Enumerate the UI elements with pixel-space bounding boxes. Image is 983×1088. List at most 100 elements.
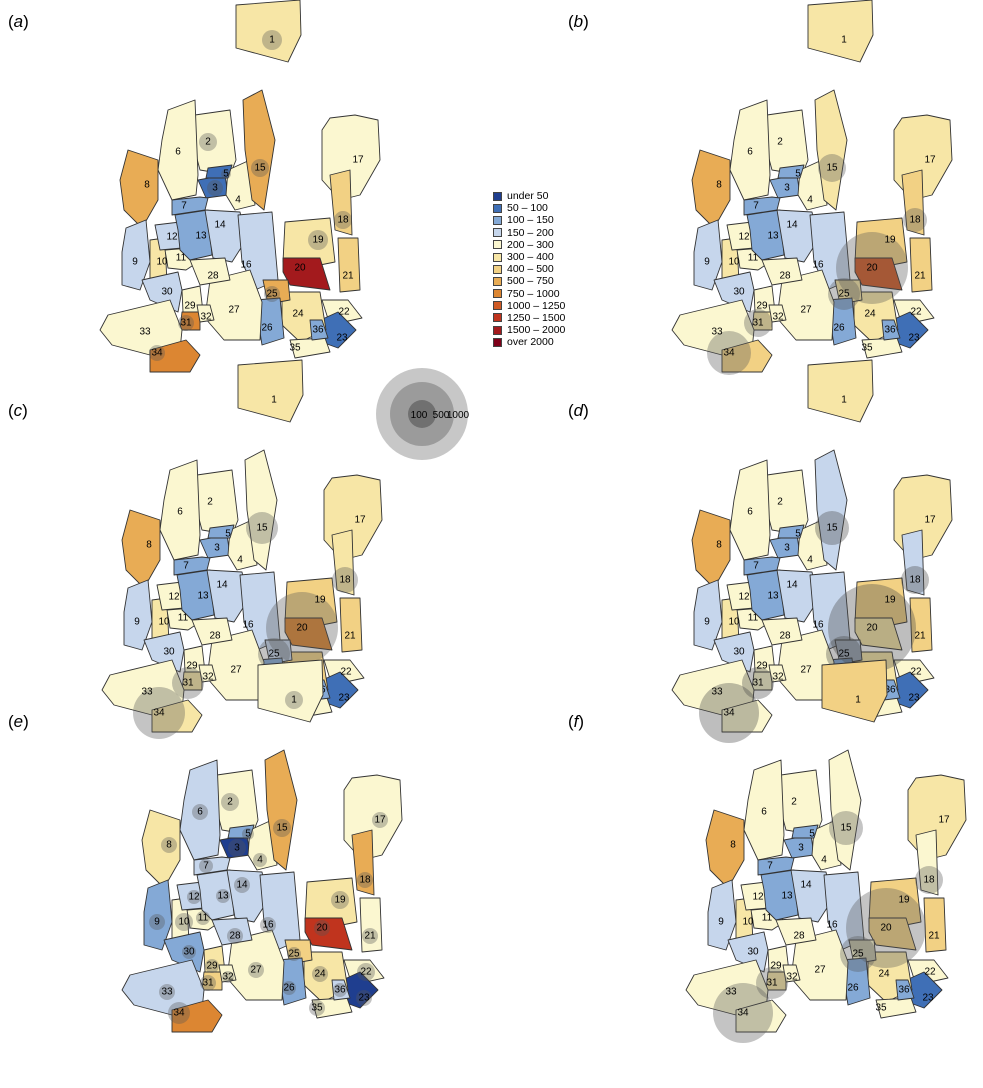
district-circle-15 [818,154,846,182]
district-label-16: 16 [262,920,274,931]
district-25 [834,639,863,665]
district-15 [242,89,276,211]
district-label-20: 20 [866,623,878,634]
district-label-21: 21 [342,271,354,282]
district-circle-30 [182,945,196,959]
district-circle-5 [242,828,254,840]
district-label-17: 17 [374,815,386,826]
legend-swatch [493,228,502,238]
legend-item: 150 – 200 [493,227,565,239]
district-label-16: 16 [242,620,254,631]
district-label-6: 6 [175,147,181,158]
district-label-33: 33 [711,327,723,338]
district-label-11: 11 [748,253,759,264]
district-label-21: 21 [914,271,926,282]
district-19 [868,877,922,926]
district-circle-18 [357,872,373,888]
district-label-29: 29 [184,301,196,312]
district-label-2: 2 [777,497,783,508]
district-label-26: 26 [847,983,859,994]
district-32 [196,304,215,323]
district-circle-34 [713,983,773,1043]
district-7 [743,196,781,216]
district-label-18: 18 [923,875,935,886]
district-36 [309,319,329,341]
district-label-28: 28 [779,271,791,282]
district-34 [149,339,201,373]
district-label-33: 33 [139,327,151,338]
legend-swatch [493,264,502,274]
district-label-10: 10 [742,917,754,928]
district-label-18: 18 [359,875,371,886]
district-label-2: 2 [227,797,233,808]
district-label-23: 23 [908,333,920,344]
district-label-36: 36 [884,325,896,336]
district-30 [141,271,183,313]
panel-label-d: (d) [568,401,589,420]
district-circle-26 [282,981,296,995]
district-label-11: 11 [762,913,773,924]
district-6 [729,99,771,201]
district-label-15: 15 [840,823,852,834]
district-label-35: 35 [861,343,873,354]
district-32 [768,664,787,683]
district-label-12: 12 [188,892,200,903]
district-label-28: 28 [209,631,221,642]
district-8 [691,149,731,229]
district-circle-18 [903,208,927,232]
district-label-4: 4 [235,195,241,206]
district-14 [776,569,819,623]
district-34 [151,699,203,733]
district-label-6: 6 [747,507,753,518]
district-circle-9 [149,914,165,930]
district-label-27: 27 [250,965,262,976]
district-label-23: 23 [358,993,370,1004]
legend-swatch [493,276,502,286]
district-21 [337,237,361,293]
district-label-24: 24 [864,309,876,320]
district-label-26: 26 [283,983,295,994]
district-label-24: 24 [292,309,304,320]
district-label-17: 17 [352,155,364,166]
district-label-31: 31 [766,978,778,989]
district-32 [768,304,787,323]
district-label-24: 24 [878,969,890,980]
panel-label-c: (c) [8,401,28,420]
district-label-2: 2 [791,797,797,808]
district-6 [179,759,221,861]
district-label-28: 28 [779,631,791,642]
district-18 [915,829,939,896]
district-label-1: 1 [855,695,861,706]
legend-swatch [493,191,502,201]
district-28 [189,257,231,286]
district-label-12: 12 [168,592,180,603]
district-21 [339,597,363,653]
district-circle-6 [192,804,208,820]
legend-item: 200 – 300 [493,239,565,251]
district-label-7: 7 [203,861,209,872]
district-circle-18 [334,211,352,229]
district-label-25: 25 [268,649,280,660]
district-label-34: 34 [173,1008,185,1019]
district-1 [235,0,302,63]
district-circle-31 [200,975,216,991]
district-20 [282,257,331,291]
district-label-25: 25 [852,949,864,960]
scale-label-1000: 1000 [447,410,470,421]
district-label-2: 2 [205,137,211,148]
district-21 [923,897,947,953]
legend-swatch [493,337,502,347]
district-5 [777,164,805,179]
legend-item: 1500 – 2000 [493,324,565,336]
district-9 [121,219,151,291]
district-circle-23 [356,990,372,1006]
district-circle-28 [227,928,243,944]
district-19 [282,217,336,266]
district-30 [727,931,769,973]
district-15 [814,89,848,211]
district-label-5: 5 [795,169,801,180]
district-25 [264,639,293,665]
district-circle-31 [172,667,204,699]
district-label-6: 6 [197,807,203,818]
district-8 [705,809,745,889]
